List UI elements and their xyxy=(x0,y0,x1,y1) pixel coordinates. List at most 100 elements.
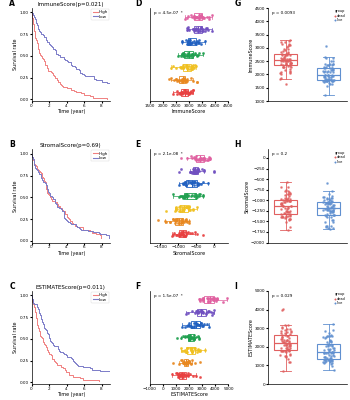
Point xyxy=(179,357,184,364)
Point xyxy=(330,225,335,232)
Point xyxy=(323,200,329,206)
Point xyxy=(287,350,293,357)
Point xyxy=(286,49,291,56)
Point xyxy=(278,330,284,336)
Point xyxy=(195,308,201,314)
Point xyxy=(176,230,182,236)
Point xyxy=(182,334,188,341)
Point xyxy=(287,57,293,64)
Point xyxy=(174,232,179,238)
Point xyxy=(330,217,335,224)
Point xyxy=(328,356,333,362)
Point xyxy=(188,88,194,94)
Point xyxy=(325,198,331,205)
Point xyxy=(278,55,284,61)
Point xyxy=(182,361,188,368)
Point xyxy=(180,208,185,214)
Point xyxy=(178,372,183,378)
Point xyxy=(190,50,195,57)
Point xyxy=(280,197,285,204)
Point xyxy=(198,307,204,314)
Point xyxy=(195,28,200,34)
Point xyxy=(196,27,202,34)
Point xyxy=(184,345,190,351)
Point xyxy=(199,28,205,34)
Point xyxy=(280,58,286,65)
Point xyxy=(180,359,186,366)
Point xyxy=(197,348,203,354)
Y-axis label: ESTIMATEScore: ESTIMATEScore xyxy=(248,318,253,356)
Point xyxy=(321,74,327,80)
Point xyxy=(279,68,284,75)
Point xyxy=(196,37,202,43)
Point xyxy=(180,76,185,83)
Point xyxy=(187,207,192,214)
Point xyxy=(286,347,291,353)
Y-axis label: Survival rate: Survival rate xyxy=(13,180,18,212)
Text: C: C xyxy=(9,282,15,291)
Point xyxy=(197,374,203,380)
Point xyxy=(185,322,191,328)
Point xyxy=(193,193,198,199)
Point xyxy=(324,205,329,211)
Point xyxy=(324,207,330,214)
Point xyxy=(205,180,210,186)
Point xyxy=(176,53,181,59)
Point xyxy=(287,341,293,347)
Point xyxy=(201,295,206,301)
Point xyxy=(182,347,187,354)
Point xyxy=(189,155,195,161)
Point xyxy=(183,232,189,238)
Point xyxy=(331,347,337,354)
Point xyxy=(194,231,200,238)
Point xyxy=(191,167,196,174)
Point xyxy=(174,78,180,84)
Point xyxy=(189,90,195,97)
Point xyxy=(196,191,202,198)
Point xyxy=(197,28,203,34)
Point xyxy=(184,359,189,366)
Point xyxy=(202,347,208,353)
Point xyxy=(182,78,188,84)
Point xyxy=(191,154,197,160)
Point xyxy=(193,156,198,163)
Point xyxy=(191,64,197,71)
Point xyxy=(325,204,330,210)
Point xyxy=(180,232,186,238)
Point xyxy=(207,154,212,161)
Point xyxy=(280,214,286,220)
Point xyxy=(280,64,286,70)
Point xyxy=(278,76,283,82)
Point xyxy=(176,232,182,239)
Point xyxy=(210,295,216,301)
Point xyxy=(177,77,183,83)
Point xyxy=(208,296,214,302)
Point xyxy=(177,63,183,70)
Point xyxy=(322,357,328,363)
Point xyxy=(322,353,328,360)
Point xyxy=(176,231,182,238)
Point xyxy=(184,345,190,352)
Point xyxy=(287,37,293,43)
Point xyxy=(185,26,190,32)
Point xyxy=(194,168,199,174)
Point xyxy=(179,232,184,238)
Point xyxy=(287,216,293,222)
Point xyxy=(323,64,329,70)
Point xyxy=(199,322,205,329)
Point xyxy=(330,320,336,327)
Point xyxy=(288,224,293,230)
Point xyxy=(279,184,284,190)
Point xyxy=(284,196,289,203)
PathPatch shape xyxy=(179,230,186,237)
Point xyxy=(182,360,187,366)
Point xyxy=(194,308,200,314)
Point xyxy=(286,338,291,344)
Point xyxy=(187,345,192,351)
Point xyxy=(196,296,202,302)
Point xyxy=(279,327,284,334)
Point xyxy=(330,212,336,218)
Point xyxy=(199,166,205,172)
Point xyxy=(214,296,220,303)
Point xyxy=(196,335,202,342)
